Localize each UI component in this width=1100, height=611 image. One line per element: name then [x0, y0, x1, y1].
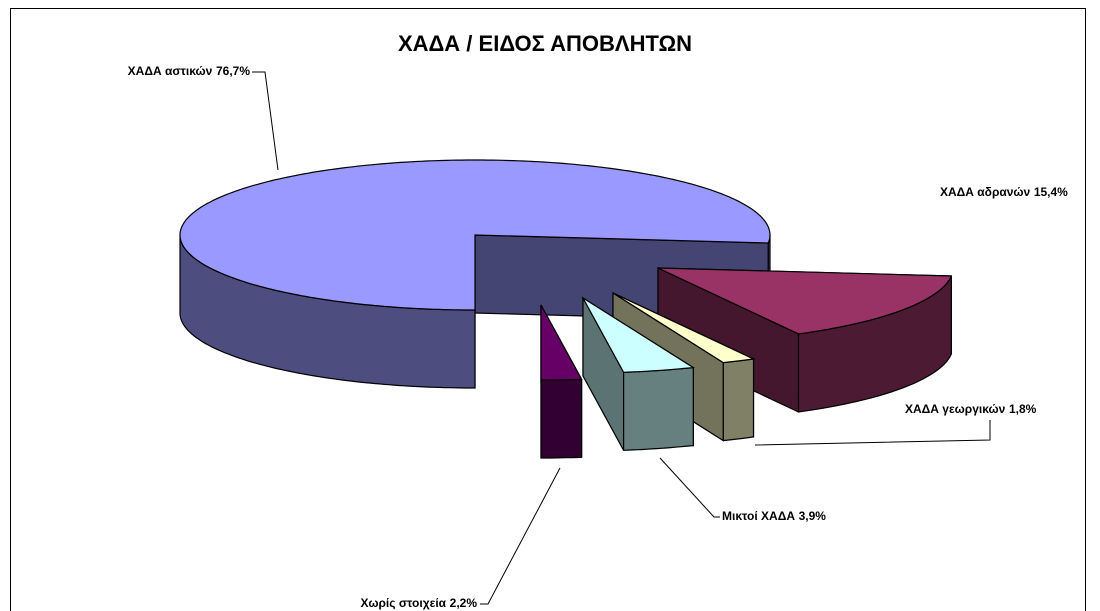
category-name: ΧΑΔΑ γεωργικών [905, 402, 1006, 416]
category-name: ΧΑΔΑ αστικών [128, 64, 213, 78]
slice [540, 304, 583, 459]
leader-line [252, 71, 279, 171]
slice-top [540, 304, 583, 381]
slice-top [179, 159, 771, 311]
slice-side [722, 358, 755, 442]
leader-line [480, 467, 561, 605]
data-label: ΧΑΔΑ αστικών 76,7% [128, 64, 251, 78]
value-label: 2,2% [450, 596, 478, 610]
data-label: Μικτοί ΧΑΔΑ 3,9% [722, 509, 826, 523]
leader-line [754, 420, 991, 446]
slice-top [657, 267, 953, 335]
value-label: 3,9% [799, 509, 827, 523]
value-label: 76,7% [216, 64, 250, 78]
slice-top [612, 292, 756, 364]
category-name: ΧΑΔΑ αδρανών [940, 185, 1031, 199]
value-label: 15,4% [1034, 185, 1068, 199]
category-name: Μικτοί ΧΑΔΑ [722, 509, 795, 523]
data-label: ΧΑΔΑ αδρανών 15,4% [940, 185, 1068, 199]
leader-line [659, 457, 720, 518]
value-label: 1,8% [1009, 402, 1037, 416]
slice-side [622, 366, 694, 451]
data-label: ΧΑΔΑ γεωργικών 1,8% [905, 402, 1037, 416]
data-label: Χωρίς στοιχεία 2,2% [361, 596, 478, 610]
slice-top [581, 296, 696, 373]
slice-side [540, 378, 583, 459]
chart-title: ΧΑΔΑ / ΕΙΔΟΣ ΑΠΟΒΛΗΤΩΝ [398, 31, 692, 56]
slice [581, 296, 696, 451]
category-name: Χωρίς στοιχεία [361, 596, 447, 610]
